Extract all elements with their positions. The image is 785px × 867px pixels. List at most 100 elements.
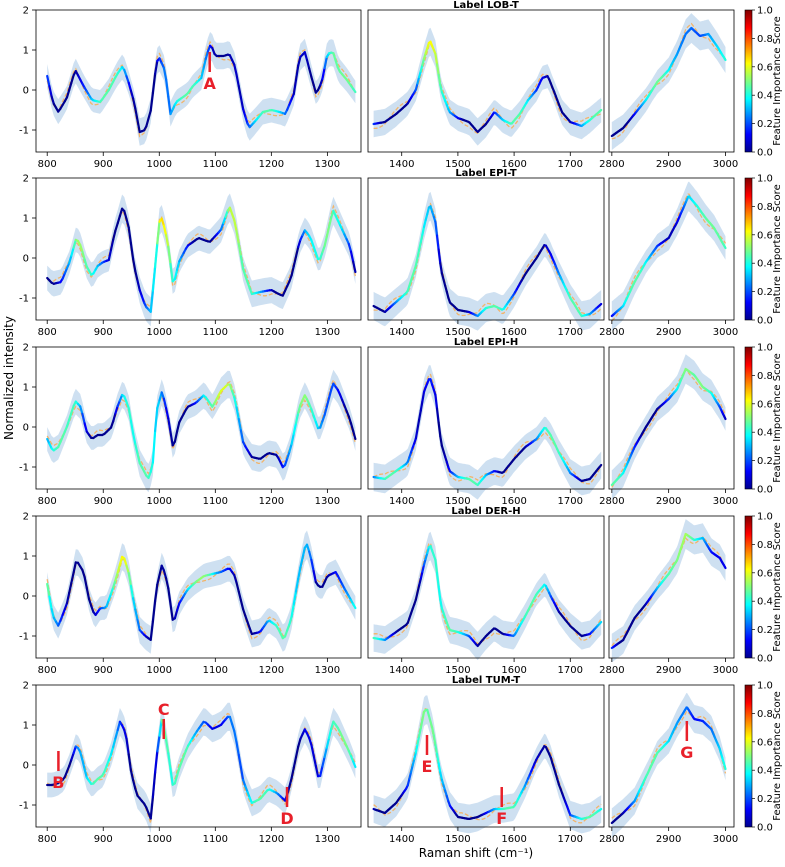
mean-spectrum-line bbox=[47, 208, 355, 312]
reference-spectrum-line bbox=[47, 206, 355, 307]
spectrum-segment bbox=[725, 567, 726, 568]
x-tick-label: 2800 bbox=[599, 159, 624, 170]
y-tick-label: 1 bbox=[23, 214, 29, 225]
uncertainty-band bbox=[47, 370, 355, 492]
spectrum-segment bbox=[725, 247, 726, 248]
spectrum-segment bbox=[416, 744, 418, 752]
colorbar bbox=[745, 347, 752, 489]
spectrum-segment bbox=[725, 766, 726, 769]
spectrum-segment bbox=[151, 797, 153, 819]
panel-title: Label EPI-T bbox=[455, 168, 517, 179]
uncertainty-band bbox=[374, 192, 602, 331]
x-tick-label: 800 bbox=[38, 496, 57, 507]
x-tick-label: 2800 bbox=[599, 834, 624, 845]
x-tick-label: 1400 bbox=[389, 665, 414, 676]
colorbar-tick-label: 0.8 bbox=[757, 540, 773, 551]
colorbar bbox=[745, 685, 752, 827]
colorbar-tick-label: 0.2 bbox=[757, 287, 773, 298]
colorbar-tick-label: 0.4 bbox=[757, 597, 773, 608]
colorbar-tick-label: 0.2 bbox=[757, 119, 773, 130]
spectrum-segment bbox=[151, 93, 153, 111]
x-tick-label: 1700 bbox=[558, 665, 583, 676]
colorbar-tick-label: 1.0 bbox=[757, 681, 773, 692]
x-tick-label: 3000 bbox=[713, 834, 738, 845]
x-tick-label: 2900 bbox=[656, 496, 681, 507]
colorbar-tick-label: 0.4 bbox=[757, 428, 773, 439]
spectrum-segment bbox=[422, 227, 424, 235]
x-tick-label: 800 bbox=[38, 327, 57, 338]
x-tick-label: 1700 bbox=[558, 496, 583, 507]
x-tick-label: 2800 bbox=[599, 496, 624, 507]
spectrum-segment bbox=[155, 243, 157, 267]
colorbar-label: Feature Importance Score bbox=[772, 184, 783, 313]
x-tick-label: 1400 bbox=[389, 496, 414, 507]
colorbar-tick-label: 1.0 bbox=[757, 512, 773, 523]
x-tick-label: 1200 bbox=[259, 665, 284, 676]
spectrum-segment bbox=[155, 751, 157, 772]
spectrum-segment bbox=[416, 258, 418, 266]
x-tick-label: 1000 bbox=[147, 327, 172, 338]
x-tick-label: 1200 bbox=[259, 327, 284, 338]
annotation-label: A bbox=[204, 74, 217, 93]
colorbar-tick-label: 1.0 bbox=[757, 6, 773, 17]
panel-title: Label DER-H bbox=[451, 506, 520, 517]
x-tick-label: 1100 bbox=[203, 159, 228, 170]
x-tick-label: 1400 bbox=[389, 327, 414, 338]
spectrum-segment bbox=[418, 250, 420, 258]
x-tick-label: 2900 bbox=[656, 327, 681, 338]
colorbar-tick-label: 0.0 bbox=[757, 148, 773, 159]
x-tick-label: 1300 bbox=[315, 327, 340, 338]
panel-title: Label TUM-T bbox=[452, 675, 521, 686]
uncertainty-band bbox=[47, 194, 355, 327]
spectrum-segment bbox=[418, 736, 420, 744]
spectrum-segment bbox=[153, 601, 155, 621]
uncertainty-band bbox=[612, 693, 726, 838]
x-tick-label: 1700 bbox=[558, 159, 583, 170]
spectrum-segment bbox=[421, 235, 423, 243]
uncertainty-band bbox=[47, 32, 355, 146]
colorbar-tick-label: 0.6 bbox=[757, 230, 773, 241]
x-tick-label: 1000 bbox=[147, 496, 172, 507]
spectrum-segment bbox=[600, 110, 602, 111]
y-tick-label: 0 bbox=[23, 86, 29, 97]
x-tick-label: 2800 bbox=[599, 327, 624, 338]
spectrum-segment bbox=[600, 304, 602, 305]
colorbar bbox=[745, 178, 752, 320]
colorbar-tick-label: 0.8 bbox=[757, 709, 773, 720]
colorbar-tick-label: 0.0 bbox=[757, 485, 773, 496]
spectrum-segment bbox=[166, 79, 168, 96]
x-axis-label: Raman shift (cm⁻¹) bbox=[419, 846, 533, 860]
x-tick-label: 1100 bbox=[203, 496, 228, 507]
x-tick-label: 800 bbox=[38, 834, 57, 845]
colorbar-tick-label: 0.4 bbox=[757, 91, 773, 102]
colorbar-tick-label: 0.0 bbox=[757, 316, 773, 327]
annotation-label: F bbox=[496, 809, 507, 828]
colorbar bbox=[745, 10, 752, 152]
y-tick-label: 0 bbox=[23, 592, 29, 603]
colorbar-tick-label: 0.8 bbox=[757, 202, 773, 213]
colorbar-tick-label: 0.6 bbox=[757, 399, 773, 410]
y-tick-label: 0 bbox=[23, 254, 29, 265]
x-tick-label: 1600 bbox=[501, 834, 526, 845]
y-tick-label: 2 bbox=[23, 681, 29, 692]
x-tick-label: 900 bbox=[94, 327, 113, 338]
x-tick-label: 2900 bbox=[656, 159, 681, 170]
spectrum-segment bbox=[153, 267, 155, 291]
uncertainty-band bbox=[374, 365, 602, 499]
spectrum-segment bbox=[168, 247, 170, 264]
x-tick-label: 1200 bbox=[259, 496, 284, 507]
spectrum-segment bbox=[153, 431, 155, 462]
y-axis-label: Normalized intensity bbox=[2, 316, 16, 440]
colorbar-tick-label: 0.8 bbox=[757, 371, 773, 382]
